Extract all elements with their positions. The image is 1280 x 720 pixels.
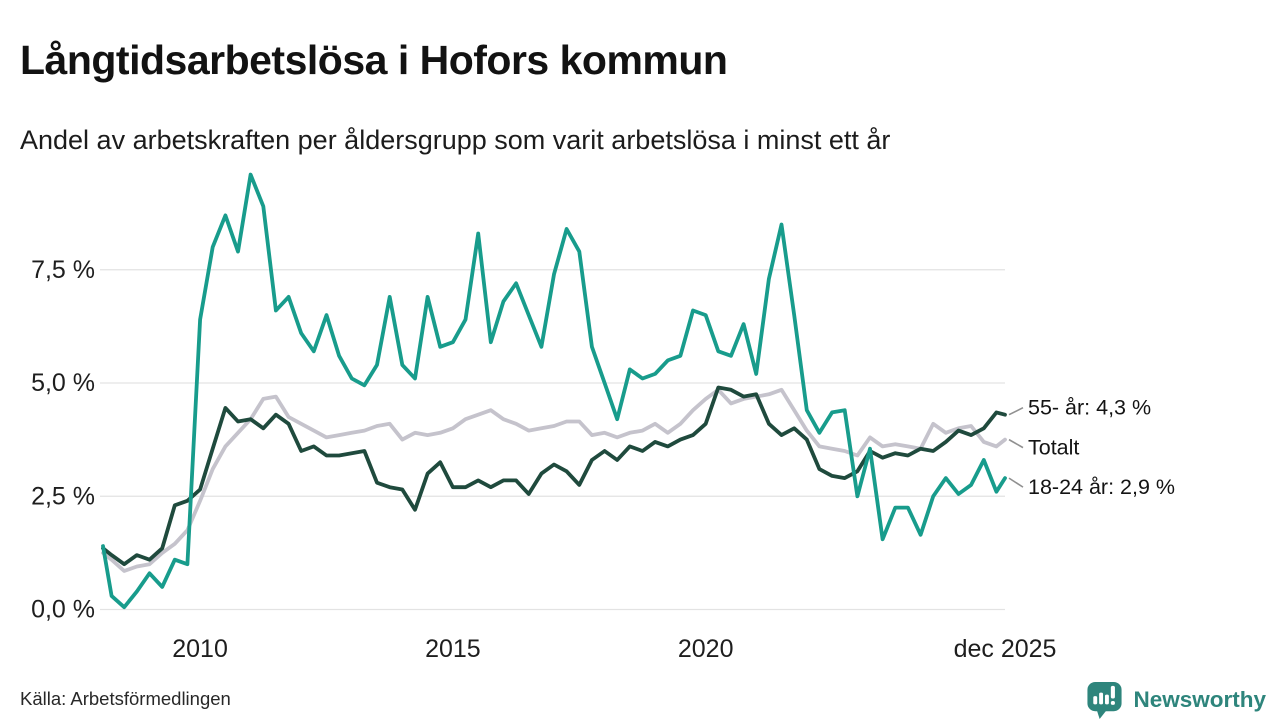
- x-axis-tick-label: dec 2025: [954, 635, 1057, 663]
- series-end-connector-totalt: [1008, 438, 1024, 449]
- newsworthy-logo-icon: [1087, 681, 1123, 719]
- newsworthy-brand: Newsworthy: [1085, 680, 1266, 719]
- x-axis-tick-label: 2015: [425, 635, 481, 663]
- page-title: Långtidsarbetslösa i Hofors kommun: [20, 37, 728, 84]
- series-line-55-r: [101, 385, 1007, 567]
- y-axis-tick-label: 7,5 %: [31, 256, 95, 284]
- series-end-connector-18-24-r: [1008, 477, 1024, 488]
- series-line-18-24-r: [101, 172, 1007, 610]
- series-end-label-totalt: Totalt: [1028, 436, 1079, 460]
- series-end-label-18-24-r: 18-24 år: 2,9 %: [1028, 475, 1175, 499]
- x-axis-tick-label: 2020: [678, 635, 734, 663]
- y-axis-tick-label: 2,5 %: [31, 482, 95, 510]
- series-end-connector-55-r: [1008, 406, 1024, 416]
- source-note: Källa: Arbetsförmedlingen: [20, 688, 231, 709]
- x-axis-tick-label: 2010: [172, 635, 228, 663]
- newsworthy-wordmark: Newsworthy: [1133, 686, 1266, 712]
- chart-subtitle: Andel av arbetskraften per åldersgrupp s…: [20, 125, 891, 155]
- y-axis-tick-label: 0,0 %: [31, 596, 95, 624]
- y-axis-tick-label: 5,0 %: [31, 369, 95, 397]
- series-line-totalt: [101, 387, 1007, 573]
- series-end-label-55-r: 55- år: 4,3 %: [1028, 396, 1151, 420]
